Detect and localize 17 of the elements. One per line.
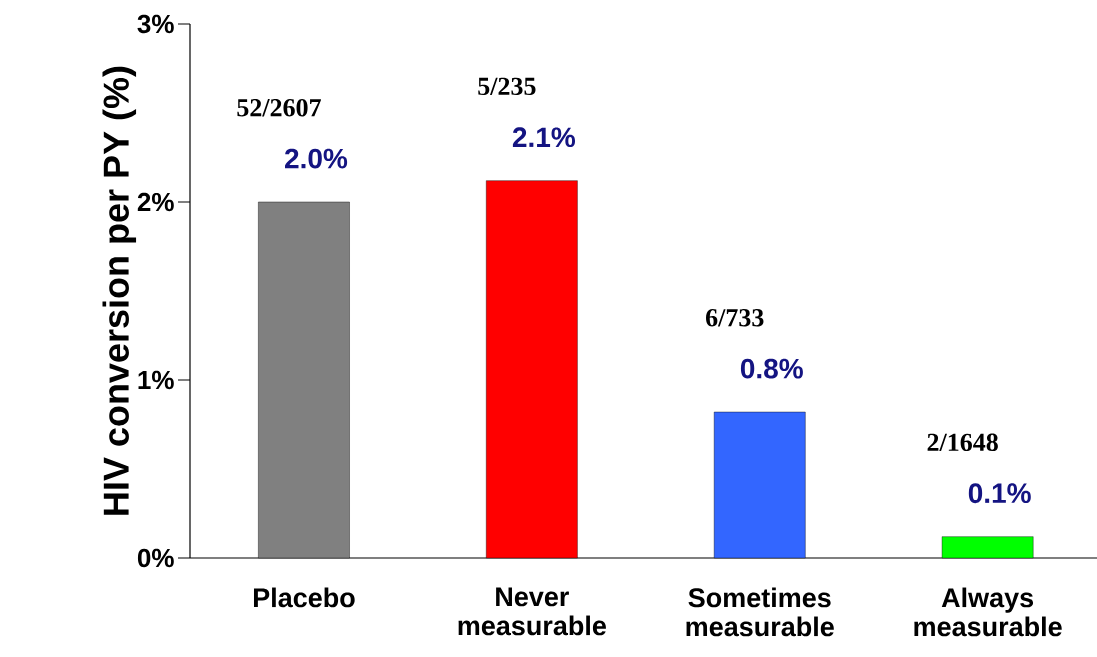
y-tick-label: 1% bbox=[138, 370, 174, 390]
y-tick-label: 0% bbox=[137, 548, 174, 568]
y-tick-label: 3% bbox=[137, 14, 174, 34]
data-label: 2.1% bbox=[512, 127, 576, 148]
annotation: 2/1648 bbox=[927, 433, 998, 452]
x-tick-label: Always measurable bbox=[914, 587, 1062, 637]
annotation: 52/2607 bbox=[237, 98, 321, 117]
x-tick-label: Never measurable bbox=[458, 587, 606, 636]
y-tick-label: 2% bbox=[137, 192, 174, 212]
y-axis-title: HIV conversion per PY (%) bbox=[102, 66, 137, 515]
data-label: 0.8% bbox=[740, 358, 803, 379]
x-tick-label: Placebo bbox=[253, 587, 355, 608]
data-label: 2.0% bbox=[285, 148, 348, 169]
data-label: 0.1% bbox=[968, 483, 1031, 504]
x-tick-label: Sometimes measurable bbox=[686, 587, 834, 637]
annotation: 6/733 bbox=[706, 309, 764, 327]
annotation: 5/235 bbox=[478, 77, 536, 96]
